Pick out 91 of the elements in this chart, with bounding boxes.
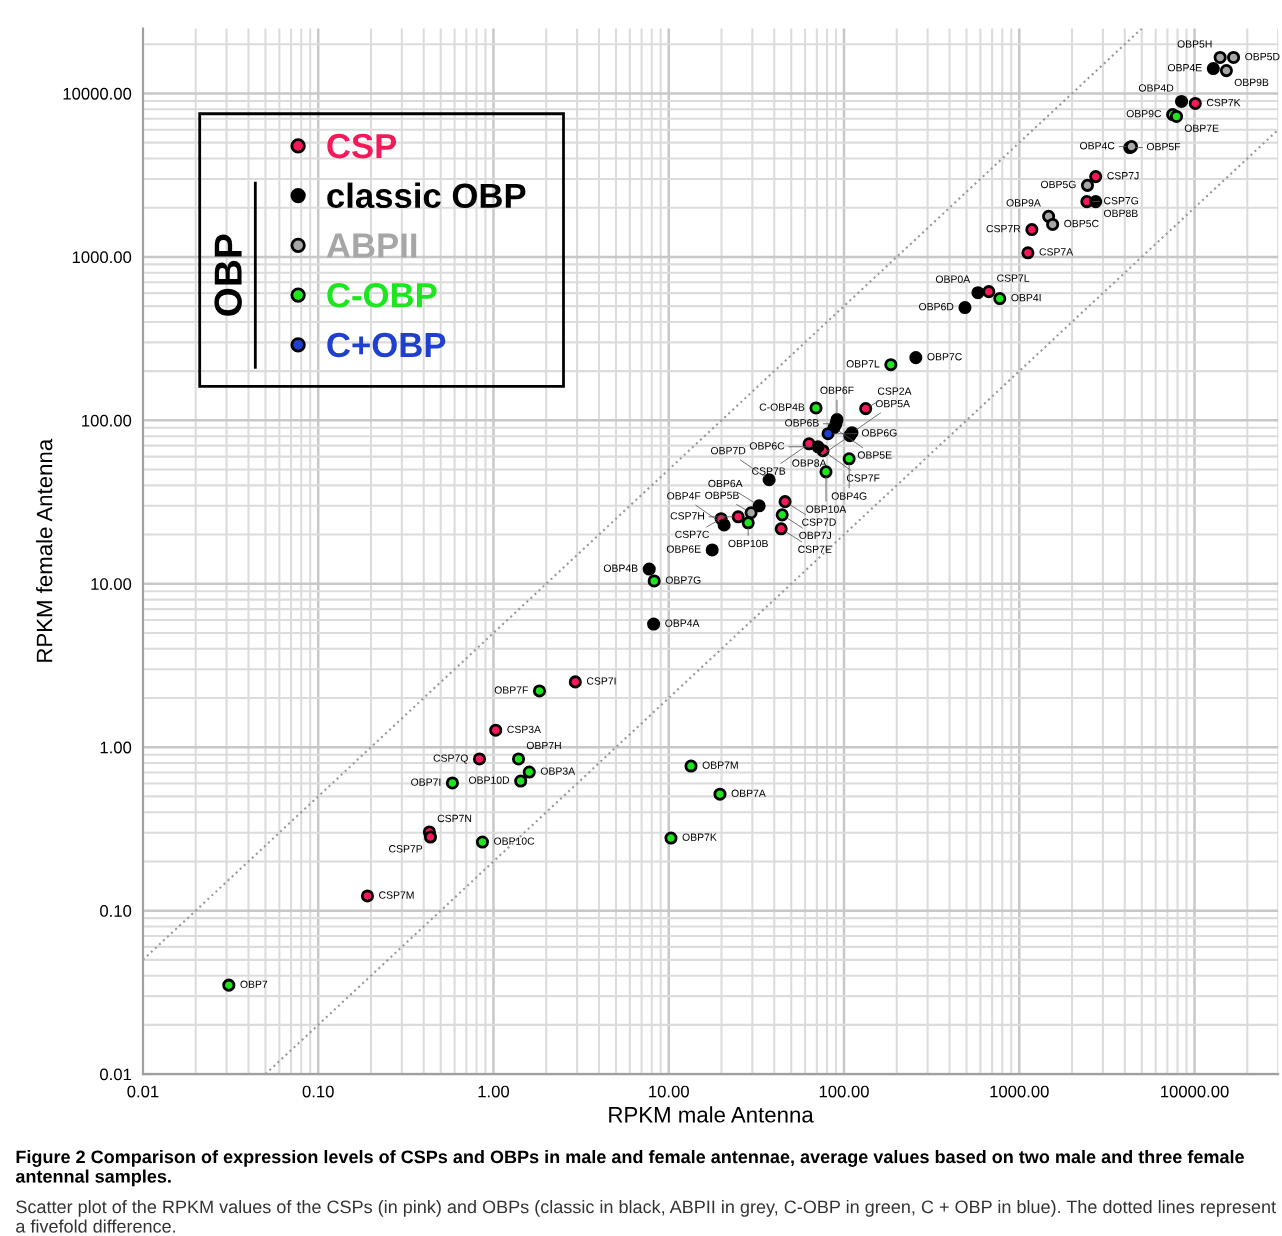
text: Scatter plot of the RPKM values of the CSPs (in pink) and OBPs (classic in black, ABPII in grey, C-OBP in green, C + OBP in blue). The dotted lines represent a fivefold difference. [16,1200,1276,1233]
data-label: CSP7Q [433,754,468,764]
data-label: OBP5A [875,399,910,408]
y-axis-title: RPKM female Antenna [36,438,53,662]
data-label: OBP7D [710,446,746,455]
data-label: OBP7H [526,741,561,750]
data-label: OBP5E [857,451,892,459]
data-label: CSP2A [877,387,912,395]
data-label: C-OBP4B [759,403,805,411]
y-tick-label: 10.00 [91,578,132,590]
data-label: OBP5B [705,491,739,500]
x-tick-label: 1000.00 [990,1085,1049,1098]
data-label: OBP9A [1006,199,1041,207]
y-tick-label: 1.00 [100,741,132,754]
data-label: OBP5G [1040,180,1076,189]
y-tick-label: 1000.00 [72,251,132,264]
data-label: OBP7L [846,360,880,368]
data-label: OBP7J [799,531,831,540]
data-label: OBP5H [1177,40,1212,48]
data-label: CSP7G [1104,197,1139,205]
data-label: CSP7D [802,518,836,526]
data-label: CSP7F [846,474,880,482]
data-label: CSP7K [1206,98,1241,107]
y-tick-label: 0.01 [100,1068,132,1081]
data-label: OBP10A [806,505,847,513]
data-label: OBP10D [468,776,510,784]
data-label: CSP7B [752,467,786,475]
data-label: CSP7H [670,512,704,520]
data-label: OBP0A [935,275,971,283]
data-label: OBP8A [792,459,827,467]
x-tick-label: 1.00 [478,1085,510,1098]
legend-label: C+OBP [327,332,446,358]
data-label: OBP7A [731,789,766,797]
data-label: OBP7K [682,833,717,841]
x-tick-label: 0.01 [127,1085,159,1098]
y-tick-label: 10000.00 [63,87,132,100]
x-tick-label: 0.10 [302,1085,334,1098]
data-label: OBP4F [667,492,701,500]
data-label: CSP7C [675,530,710,539]
data-label: OBP5F [1146,142,1181,151]
data-label: OBP5C [1064,219,1099,228]
caption: Figure 2 Comparison of expression levels of CSPs and OBPs in male and female antennae, average values based on two male and three female antennal samples. [15,1150,1244,1187]
data-label: OBP6G [861,429,897,437]
y-tick-label: 0.10 [100,905,132,917]
data-label: CSP7E [798,545,832,553]
data-label: CSP7L [997,274,1030,282]
data-label: OBP4A [665,619,700,627]
data-label: OBP7E [1184,124,1219,132]
data-label: CSP7N [437,814,472,823]
annotation: OBP [214,234,242,316]
data-label: OBP6C [749,442,785,450]
x-tick-label: 10.00 [649,1085,689,1098]
data-label: OBP4C [1080,142,1115,150]
data-label: OBP4D [1138,84,1174,92]
legend-label: classic OBP [327,182,526,209]
data-label: OBP7F [494,686,528,694]
x-tick-label: 10000.00 [1161,1085,1229,1098]
data-label: OBP7M [702,761,738,769]
data-label: OBP8B [1103,209,1138,218]
data-label: CSP7J [1107,172,1139,180]
data-label: OBP6E [666,545,701,553]
data-label: OBP4I [1011,293,1041,302]
legend-label: C-OBP [327,282,437,308]
x-tick-label: 100.00 [819,1085,869,1098]
data-label: OBP7G [665,576,701,584]
legend-label: CSP [327,133,397,159]
data-label: OBP9B [1234,78,1269,87]
data-label: OBP9C [1126,109,1162,118]
data-label: OBP10B [728,539,768,548]
data-label: OBP7 [240,980,268,988]
data-label: CSP7P [389,845,423,853]
data-label: OBP3A [540,767,576,775]
data-label: OBP4B [603,564,638,572]
data-label: OBP6D [919,302,954,311]
data-label: CSP3A [507,725,541,734]
data-label: CSP7I [586,677,616,685]
data-label: OBP4E [1167,64,1202,72]
data-label: OBP7I [411,778,441,786]
data-label: OBP6B [785,419,819,427]
data-label: OBP6F [820,386,854,394]
data-label: OBP7C [927,353,962,361]
legend-label: ABPII [326,233,417,258]
data-label: OBP4G [831,492,867,500]
data-label: CSP7R [986,224,1021,233]
y-tick-label: 100.00 [82,414,132,427]
data-label: CSP7M [379,891,414,899]
x-axis-title: RPKM male Antenna [609,1106,814,1123]
data-label: OBP10C [494,837,535,845]
data-label: OBP6A [708,479,743,488]
data-label: CSP7A [1039,248,1074,256]
data-label: OBP5D [1245,52,1280,61]
